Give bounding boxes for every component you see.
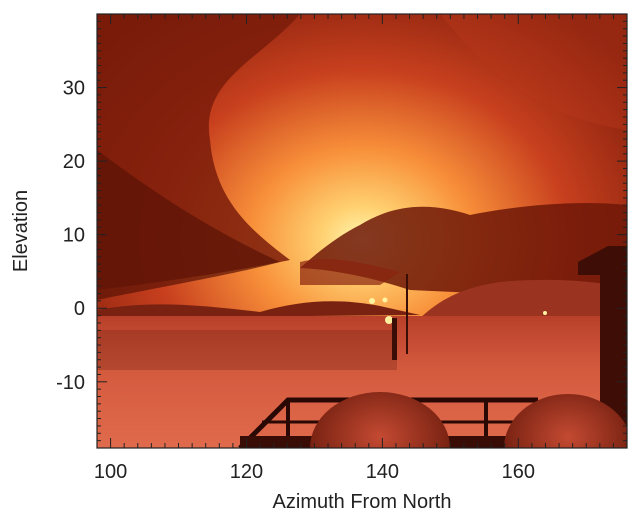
cloud-center-low <box>300 259 400 285</box>
hills-left <box>97 301 420 318</box>
light <box>382 297 388 303</box>
mast-tower <box>392 318 397 360</box>
y-tick-label: 20 <box>63 151 85 173</box>
y-tick-labels: 30 20 10 0 -10 <box>56 78 85 394</box>
ground-shadow <box>97 330 397 370</box>
building <box>578 246 627 448</box>
photo-image <box>97 14 627 448</box>
dome-right <box>504 394 627 448</box>
y-tick-label: 30 <box>63 78 85 100</box>
x-tick-label: 120 <box>230 461 263 483</box>
cloud-top-right <box>440 14 627 130</box>
x-axis-title: Azimuth From North <box>273 491 452 513</box>
y-tick-label: 0 <box>74 298 85 320</box>
mast <box>406 274 408 354</box>
light <box>543 311 547 315</box>
x-tick-label: 160 <box>502 461 535 483</box>
cloud-left-low <box>97 150 280 300</box>
axis-ticks <box>96 13 628 449</box>
mountain-right <box>420 279 605 318</box>
light <box>385 316 393 324</box>
y-tick-label: -10 <box>56 372 85 394</box>
x-tick-label: 140 <box>366 461 399 483</box>
light <box>369 298 375 304</box>
y-axis-title: Elevation <box>10 190 32 272</box>
dome-left <box>310 392 450 448</box>
y-tick-label: 10 <box>63 225 85 247</box>
plot-frame <box>96 13 628 449</box>
x-tick-label: 100 <box>94 461 127 483</box>
x-tick-labels: 100 120 140 160 <box>94 461 535 483</box>
